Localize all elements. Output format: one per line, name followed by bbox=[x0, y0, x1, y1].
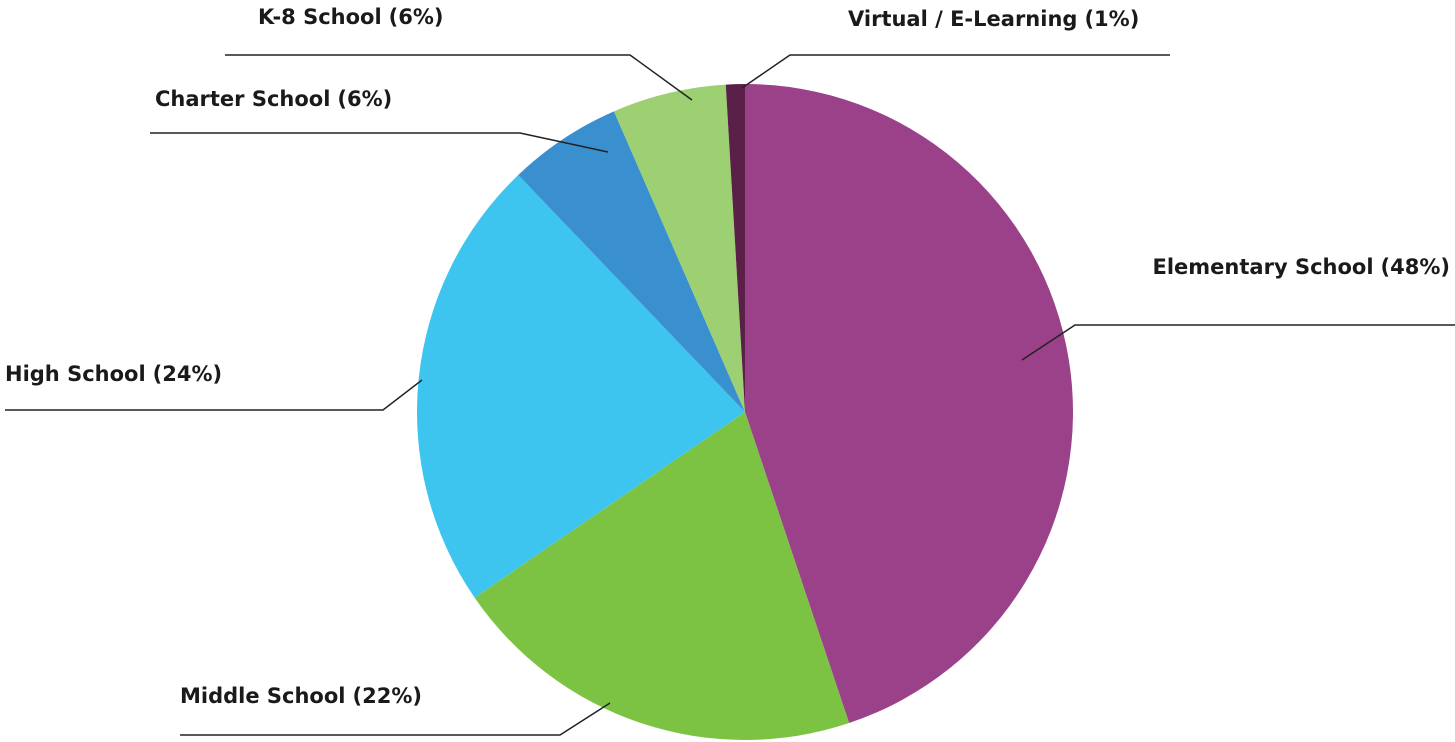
category-label: Charter School bbox=[155, 87, 330, 111]
value-label: (48%) bbox=[1381, 255, 1450, 279]
slice-label: Charter School (6%) bbox=[155, 87, 392, 111]
pie-slice bbox=[745, 84, 1073, 724]
category-label: K-8 School bbox=[258, 5, 382, 29]
slice-label: Elementary School (48%) bbox=[1153, 255, 1450, 279]
category-label: Middle School bbox=[180, 684, 346, 708]
value-label: (6%) bbox=[389, 5, 444, 29]
leader-line bbox=[741, 54, 1170, 89]
leader-line bbox=[5, 379, 423, 411]
pie-slice bbox=[417, 175, 745, 598]
slice-label: Virtual / E-Learning (1%) bbox=[848, 7, 1139, 31]
pie-slice bbox=[474, 412, 850, 740]
slice-label: K-8 School (6%) bbox=[258, 5, 444, 29]
slice-label: High School (24%) bbox=[5, 362, 222, 386]
leader-line bbox=[1021, 324, 1455, 361]
slice-label: Middle School (22%) bbox=[180, 684, 422, 708]
category-label: Elementary School bbox=[1153, 255, 1374, 279]
leader-line bbox=[225, 54, 693, 101]
value-label: (6%) bbox=[337, 87, 392, 111]
leader-line bbox=[150, 132, 609, 153]
pie-slice bbox=[518, 111, 745, 413]
category-label: Virtual / E-Learning bbox=[848, 7, 1077, 31]
pie-slice bbox=[613, 84, 745, 412]
pie-slice bbox=[725, 84, 745, 412]
category-label: High School bbox=[5, 362, 146, 386]
leader-line bbox=[180, 702, 611, 736]
value-label: (22%) bbox=[353, 684, 422, 708]
value-label: (1%) bbox=[1084, 7, 1139, 31]
value-label: (24%) bbox=[153, 362, 222, 386]
